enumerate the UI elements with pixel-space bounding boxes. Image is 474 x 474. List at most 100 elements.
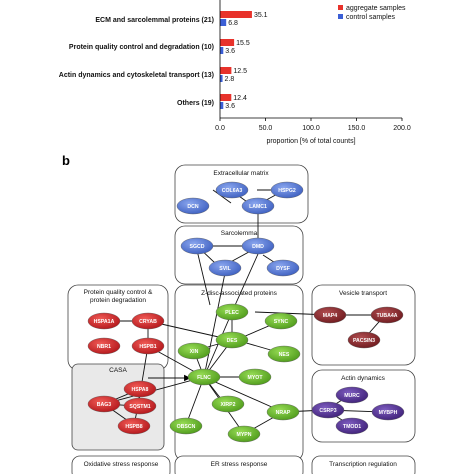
box-vesicle-transport <box>311 284 416 366</box>
value-label-aggregate-3: 12.4 <box>233 95 247 102</box>
bar-aggregate-0 <box>220 11 252 18</box>
bar-control-3 <box>220 102 224 109</box>
category-labels: ECM and sarcolemmal proteins (21) Protei… <box>59 17 214 107</box>
node-xin: XIN <box>177 342 211 360</box>
node-hspg2-label: HSPG2 <box>278 188 296 194</box>
value-label-control-2: 2.8 <box>225 76 235 83</box>
legend-swatch-control <box>338 14 343 19</box>
node-xirp2-shape <box>211 395 245 413</box>
x-ticks: 0.0 50.0 100.0 150.0 200.0 <box>215 118 411 132</box>
legend-label-control: control samples <box>346 14 396 21</box>
node-hspa8-shape <box>123 380 157 398</box>
group-label-oxidative-stress: Oxidative stress response <box>84 461 159 468</box>
group-label-casa: CASA <box>109 367 127 374</box>
node-lamc1-shape <box>241 197 275 215</box>
box-er-stress <box>174 455 304 474</box>
node-myot-label: MYOT <box>248 375 264 381</box>
node-sgcd-label: SGCD <box>190 244 205 250</box>
node-murc-shape <box>335 386 369 404</box>
node-map4-shape <box>313 306 347 324</box>
legend-label-aggregate: aggregate samples <box>346 5 406 12</box>
bar-control-1 <box>220 47 224 54</box>
bars <box>220 11 252 109</box>
node-nes-label: NES <box>279 352 290 358</box>
node-lamc1-label: LAMC1 <box>249 204 267 210</box>
group-label-vesicle-transport: Vesicle transport <box>339 290 387 297</box>
edge-sgcd-plec <box>195 245 211 306</box>
group-label-extracellular-matrix: Extracellular matrix <box>213 170 269 177</box>
edge-dmd-plec <box>231 253 259 313</box>
x-tick-label-4: 200.0 <box>393 125 411 132</box>
node-dcn-shape <box>176 197 210 215</box>
group-label-actin-dynamics: Actin dynamics <box>341 375 385 382</box>
node-hspa8-label: HSPA8 <box>132 387 149 393</box>
node-nbr1-label: NBR1 <box>97 344 111 350</box>
x-tick-label-1: 50.0 <box>259 125 273 132</box>
node-hspa1a: HSPA1A <box>87 312 121 330</box>
node-hspg2: HSPG2 <box>270 181 304 199</box>
protein-nodes: COL6A3 HSPG2 DCN LAMC1 SGCD DMD SVIL DYSF HSPA1A… <box>87 181 405 443</box>
x-axis-label: proportion [% of total counts] <box>266 138 355 145</box>
node-hspb1: HSPB1 <box>131 337 165 355</box>
node-des-label: DES <box>227 338 238 344</box>
node-map4-label: MAP4 <box>323 313 338 319</box>
node-plec-label: PLEC <box>225 310 239 316</box>
node-obscn-label: OBSCN <box>177 424 196 430</box>
bar-chart: ECM and sarcolemmal proteins (21) Protei… <box>59 0 411 145</box>
value-label-aggregate-1: 15.5 <box>236 40 250 47</box>
node-hspa1a-shape <box>87 312 121 330</box>
node-csrp3-label: CSRP3 <box>319 408 336 414</box>
node-nrap: NRAP <box>266 403 300 421</box>
value-labels: 35.1 15.5 12.5 12.4 6.8 3.6 2.8 3.6 <box>225 12 268 110</box>
node-sgcd-shape <box>180 237 214 255</box>
group-label-pqc-line2: protein degradation <box>90 297 146 304</box>
node-des: DES <box>215 331 249 349</box>
node-hspb8-shape <box>117 417 151 435</box>
node-mybph: MYBPH <box>371 403 405 421</box>
node-csrp3: CSRP3 <box>311 401 345 419</box>
panel-b-label: b <box>62 153 70 168</box>
node-dmd-label: DMD <box>252 244 264 250</box>
node-sync-label: SYNC <box>274 319 289 325</box>
node-sgcd: SGCD <box>180 237 214 255</box>
node-tuba4a: TUBA4A <box>370 306 404 324</box>
node-tuba4a-shape <box>370 306 404 324</box>
bar-aggregate-2 <box>220 67 232 74</box>
x-tick-label-3: 150.0 <box>348 125 366 132</box>
node-sqstm1: SQSTM1 <box>123 397 157 415</box>
node-xirp2-label: XIRP2 <box>221 402 236 408</box>
node-cryab-label: CRYAB <box>139 319 157 325</box>
node-obscn: OBSCN <box>169 417 203 435</box>
node-tuba4a-label: TUBA4A <box>376 313 397 319</box>
x-tick-label-2: 100.0 <box>302 125 320 132</box>
group-label-sarcolemma: Sarcolemma <box>221 230 258 237</box>
node-sqstm1-label: SQSTM1 <box>129 404 150 410</box>
node-col6a3: COL6A3 <box>215 181 249 199</box>
group-label-zdisc: Z-disc-associated proteins <box>201 290 278 297</box>
group-label-pqc-line1: Protein quality control & <box>84 289 153 296</box>
node-hspb1-shape <box>131 337 165 355</box>
node-svil-shape <box>208 259 242 277</box>
node-des-shape <box>215 331 249 349</box>
node-dcn-label: DCN <box>187 204 198 210</box>
group-label-er-stress: ER stress response <box>211 461 268 468</box>
bar-aggregate-3 <box>220 94 232 101</box>
node-myot: MYOT <box>238 368 272 386</box>
node-murc-label: MURC <box>344 393 360 399</box>
edge-flnc-plec <box>203 311 233 378</box>
node-dmd-shape <box>241 237 275 255</box>
node-mypn: MYPN <box>227 425 261 443</box>
bar-aggregate-1 <box>220 39 235 46</box>
node-nes-shape <box>267 345 301 363</box>
legend-swatch-aggregate <box>338 5 343 10</box>
value-label-control-1: 3.6 <box>225 48 235 55</box>
node-bag3-label: BAG3 <box>97 402 112 408</box>
node-pacsin3: PACSIN3 <box>347 331 381 349</box>
node-hspb8-label: HSPB8 <box>125 424 142 430</box>
edge-flnc-nrap <box>203 376 284 413</box>
node-plec: PLEC <box>215 303 249 321</box>
bar-control-0 <box>220 19 227 26</box>
edge-svil-flnc <box>203 272 226 378</box>
node-xin-label: XIN <box>190 349 199 355</box>
